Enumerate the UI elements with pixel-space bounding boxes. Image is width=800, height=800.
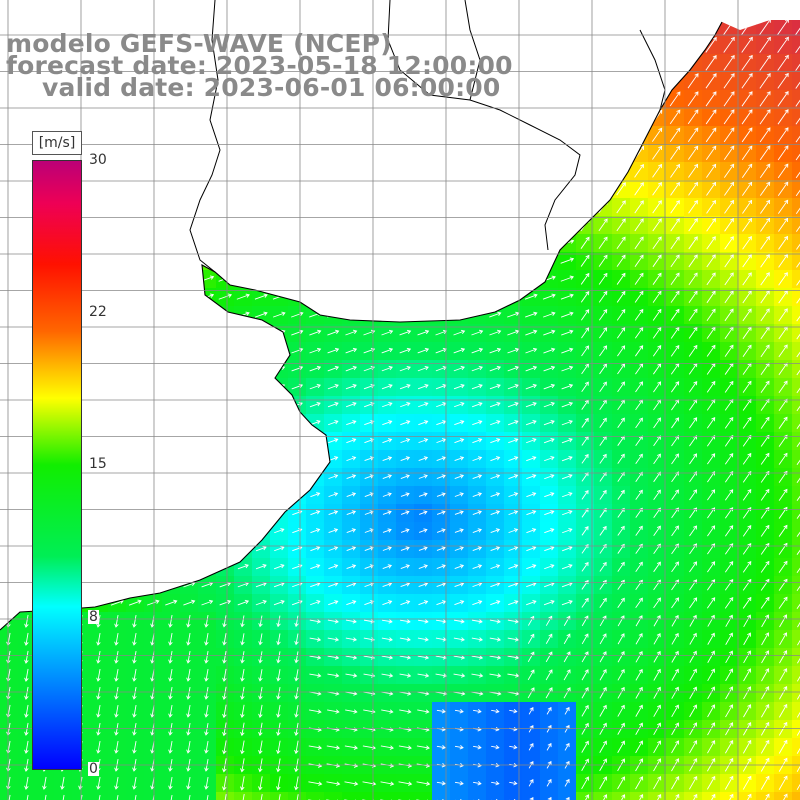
title-valid-date: valid date: 2023-06-01 06:00:00 — [42, 73, 501, 102]
border-line — [189, 0, 221, 273]
colorbar — [32, 160, 82, 770]
colorbar-tick-22: 22 — [88, 304, 108, 320]
colorbar-tick-15: 15 — [88, 456, 108, 472]
border-line-3 — [464, 0, 481, 101]
colorbar-units: [m/s] — [32, 131, 82, 155]
border-line-4 — [639, 29, 666, 111]
colorbar-tick-8: 8 — [88, 609, 99, 625]
colorbar-tick-0: 0 — [88, 761, 99, 777]
title-forecast-date: forecast date: 2023-05-18 12:00:00 — [6, 51, 513, 80]
border-line-2 — [387, 0, 581, 251]
colorbar-tick-30: 30 — [88, 152, 108, 168]
title-model: modelo GEFS-WAVE (NCEP) — [6, 29, 392, 58]
